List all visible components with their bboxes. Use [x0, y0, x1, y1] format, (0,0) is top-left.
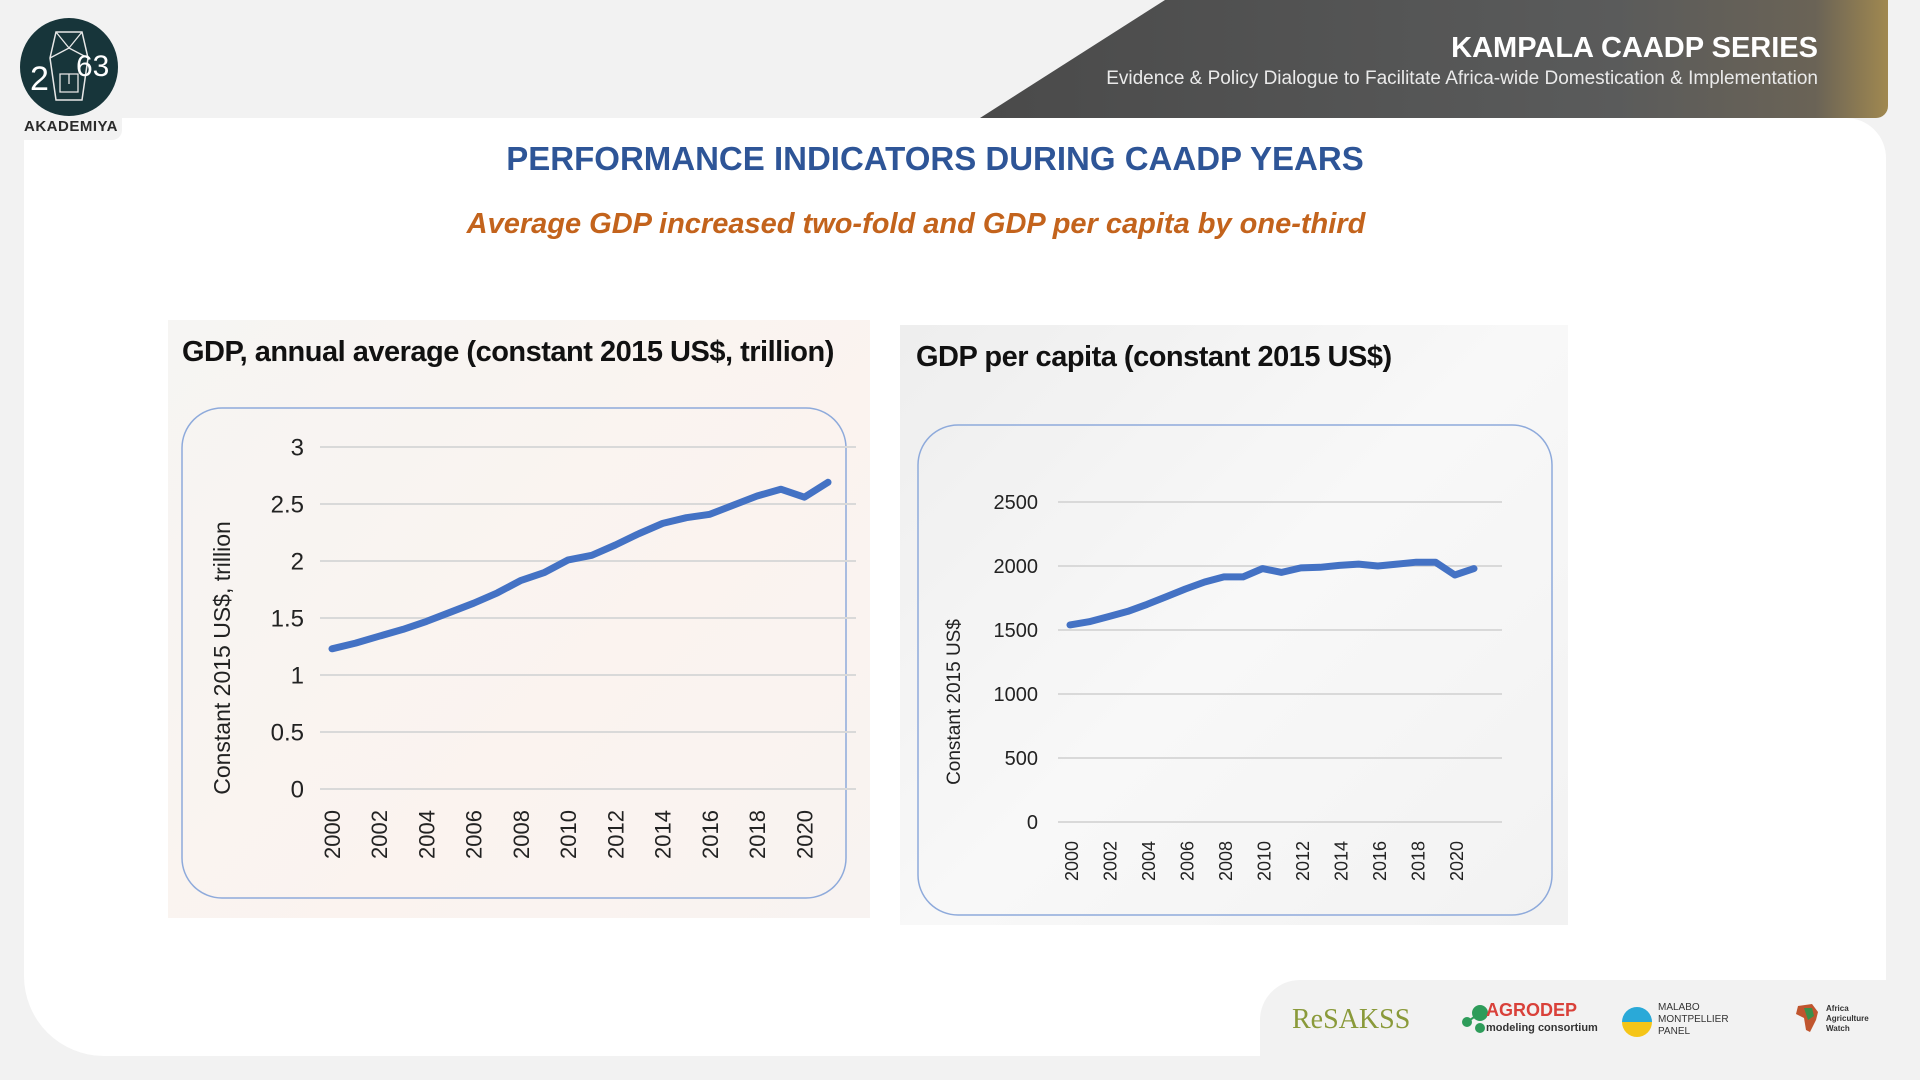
series-title: KAMPALA CAADP SERIES — [1451, 32, 1818, 64]
agrodep-sub: modeling consortium — [1486, 1022, 1598, 1034]
slide-subtitle: Average GDP increased two-fold and GDP p… — [466, 208, 1366, 240]
x-tick-label: 2006 — [462, 810, 487, 859]
gdp-per-capita-line-chart: 0 500 1000 1500 2000 2500 2000 2002 2004 2006 2008… — [917, 424, 1553, 916]
x-tick-label: 2008 — [1216, 841, 1236, 881]
y-tick-label: 2500 — [994, 492, 1039, 514]
agrodep-network-icon — [1460, 1004, 1490, 1034]
partner-logos: ReSAKSS AGRODEP modeling consortium MALA… — [1260, 980, 1886, 1056]
africa-agriculture-watch-logo: Africa Agriculture Watch — [1826, 1004, 1869, 1033]
x-tick-label: 2004 — [414, 810, 439, 859]
y-tick-label: 1 — [291, 662, 304, 689]
gdp-chart-title: GDP, annual average (constant 2015 US$, … — [182, 336, 834, 368]
series-banner: KAMPALA CAADP SERIES Evidence & Policy D… — [980, 0, 1888, 118]
y-tick-label: 1500 — [994, 620, 1039, 642]
x-tick-label: 2014 — [651, 810, 676, 859]
series-line — [328, 478, 832, 653]
slide-title: PERFORMANCE INDICATORS DURING CAADP YEAR… — [506, 140, 1364, 177]
x-tick-label: 2020 — [792, 810, 817, 859]
y-tick-label: 0 — [291, 776, 304, 803]
y-tick-label: 0.5 — [271, 719, 304, 746]
agrodep-logo: AGRODEP — [1486, 1000, 1578, 1020]
series-line — [1066, 558, 1478, 629]
plot-frame — [181, 407, 847, 899]
y-axis-label: Constant 2015 US$, trillion — [209, 521, 235, 795]
y-tick-label: 2 — [291, 548, 304, 575]
x-tick-label: 2006 — [1177, 841, 1197, 881]
x-tick-label: 2016 — [1370, 841, 1390, 881]
x-tick-label: 2002 — [367, 810, 392, 859]
africa-map-icon — [1794, 1000, 1822, 1036]
gdp-line-chart: 0 0.5 1 1.5 2 2.5 3 2000 2002 2004 2006 2008 2010 201… — [181, 407, 856, 899]
malabo-montpellier-logo: MALABO MONTPELLIER PANEL — [1658, 1002, 1729, 1037]
x-tick-label: 2014 — [1331, 841, 1351, 881]
akademiya-logo-icon: 2 63 — [20, 18, 118, 116]
y-tick-label: 500 — [1005, 748, 1038, 770]
x-tick-label: 2012 — [603, 810, 628, 859]
y-tick-label: 2000 — [994, 556, 1039, 578]
akademiya-wordmark: AKADEMIYA — [24, 118, 118, 135]
y-tick-label: 1.5 — [271, 605, 304, 632]
gdp-chart-panel: GDP, annual average (constant 2015 US$, … — [168, 320, 870, 918]
x-tick-label: 2002 — [1100, 841, 1120, 881]
y-axis-label: Constant 2015 US$ — [944, 619, 965, 785]
y-tick-label: 3 — [291, 434, 304, 461]
x-tick-label: 2010 — [1254, 841, 1274, 881]
x-tick-label: 2000 — [1062, 841, 1082, 881]
x-tick-label: 2000 — [320, 810, 345, 859]
plot-frame — [917, 424, 1553, 916]
x-tick-label: 2018 — [745, 810, 770, 859]
mask-emblem-icon: 2 63 — [30, 31, 109, 101]
svg-text:2: 2 — [30, 60, 49, 98]
x-tick-label: 2004 — [1139, 841, 1159, 881]
gdp-per-capita-chart-panel: GDP per capita (constant 2015 US$) 0 500 1… — [900, 325, 1568, 925]
y-tick-label: 1000 — [994, 684, 1039, 706]
svg-text:63: 63 — [76, 50, 109, 83]
x-tick-label: 2010 — [556, 810, 581, 859]
series-subtitle: Evidence & Policy Dialogue to Facilitate… — [1106, 68, 1818, 89]
malabo-montpellier-icon — [1622, 1000, 1652, 1044]
y-tick-label: 0 — [1027, 812, 1038, 834]
resakss-logo: ReSAKSS — [1292, 1004, 1411, 1035]
gdp-per-capita-chart-title: GDP per capita (constant 2015 US$) — [916, 341, 1392, 373]
x-tick-label: 2012 — [1293, 841, 1313, 881]
x-tick-label: 2016 — [698, 810, 723, 859]
y-tick-label: 2.5 — [271, 491, 304, 518]
x-tick-label: 2008 — [509, 810, 534, 859]
x-tick-label: 2018 — [1408, 841, 1428, 881]
x-tick-label: 2020 — [1447, 841, 1467, 881]
